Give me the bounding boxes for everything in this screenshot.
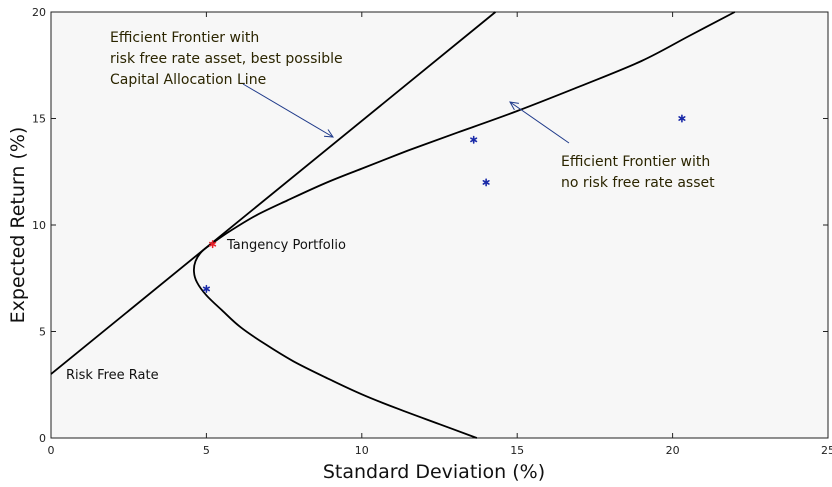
annotation-arrows bbox=[242, 83, 570, 144]
y-axis-ticks: 0 5 10 15 20 bbox=[32, 6, 828, 445]
annotation-frontier: Efficient Frontier with no risk free rat… bbox=[561, 154, 715, 191]
x-tick-label-4: 20 bbox=[666, 444, 680, 457]
annotation-cal: Efficient Frontier with risk free rate a… bbox=[110, 30, 347, 88]
asset-points bbox=[202, 114, 686, 293]
x-tick-label-5: 25 bbox=[821, 444, 832, 457]
y-tick-label-1: 5 bbox=[39, 326, 46, 339]
asset-point-3 bbox=[678, 114, 686, 123]
y-tick-label-0: 0 bbox=[39, 432, 46, 445]
arrow-to-cal bbox=[242, 83, 334, 138]
y-tick-label-3: 15 bbox=[32, 113, 46, 126]
asset-point-2 bbox=[482, 178, 490, 187]
annotation-cal-line-3: Capital Allocation Line bbox=[110, 72, 266, 88]
annotation-frontier-line-1: Efficient Frontier with bbox=[561, 154, 710, 170]
arrow-to-frontier bbox=[509, 101, 570, 144]
y-axis-title: Expected Return (%) bbox=[7, 127, 29, 324]
efficient-frontier-curve bbox=[193, 11, 736, 439]
x-axis-title: Standard Deviation (%) bbox=[323, 461, 545, 483]
asset-point-0 bbox=[202, 284, 210, 293]
tangency-point-group bbox=[209, 240, 217, 249]
tangency-portfolio-label: Tangency Portfolio bbox=[226, 238, 346, 253]
asset-point-1 bbox=[470, 135, 478, 144]
x-tick-label-1: 5 bbox=[203, 444, 210, 457]
x-tick-label-2: 10 bbox=[355, 444, 369, 457]
x-axis-ticks: 0 5 10 15 20 25 bbox=[48, 12, 832, 457]
risk-free-rate-label: Risk Free Rate bbox=[66, 368, 159, 383]
annotation-cal-line-2: risk free rate asset, best possible bbox=[110, 51, 343, 67]
x-tick-label-3: 15 bbox=[510, 444, 524, 457]
y-tick-label-4: 20 bbox=[32, 6, 46, 19]
tangency-point bbox=[209, 240, 217, 249]
x-tick-label-0: 0 bbox=[48, 444, 55, 457]
capital-allocation-line bbox=[50, 11, 497, 375]
annotation-cal-line-1: Efficient Frontier with bbox=[110, 30, 259, 46]
plot-area bbox=[50, 11, 829, 439]
annotation-frontier-line-2: no risk free rate asset bbox=[561, 175, 715, 191]
y-tick-label-2: 10 bbox=[32, 219, 46, 232]
